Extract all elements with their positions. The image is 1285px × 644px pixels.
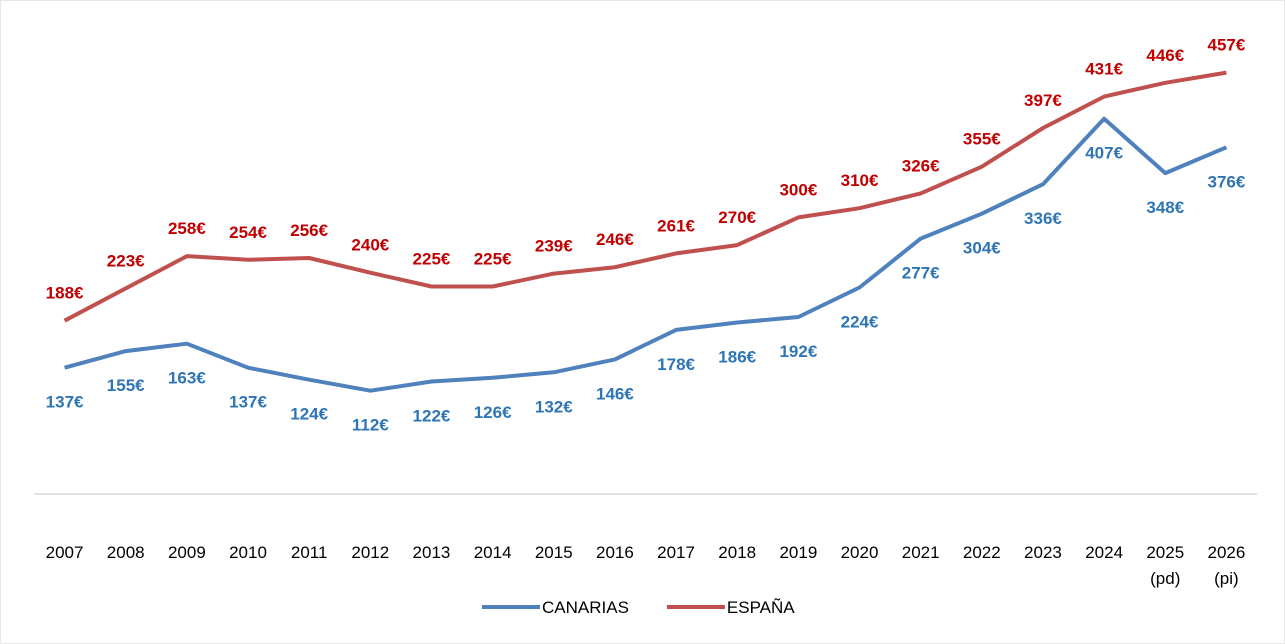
x-tick-label: 2025 (pd) [1146,543,1185,588]
data-label: 224€ [841,312,879,331]
x-tick-label: 2015 [534,543,573,562]
series-line [63,70,1227,323]
data-label: 304€ [963,239,1001,258]
data-label: 223€ [107,251,145,270]
data-label: 376€ [1208,172,1246,191]
data-label: 254€ [229,223,267,242]
data-label: 258€ [168,219,206,238]
data-label: 348€ [1146,198,1184,217]
data-label: 355€ [963,130,1001,149]
x-tick-label: 2021 [901,543,940,562]
data-label: 446€ [1146,46,1184,65]
data-label: 137€ [229,393,267,412]
x-tick-label: 2012 [351,543,390,562]
data-label: 122€ [413,407,451,426]
x-tick-label: 2011 [290,543,328,562]
data-label: 326€ [902,156,940,175]
x-tick-label: 2009 [167,543,206,562]
data-label: 256€ [290,221,328,240]
data-label: 112€ [352,416,389,435]
x-tick-label: 2007 [45,543,84,562]
data-label: 246€ [596,230,634,249]
x-tick-label: 2008 [106,543,145,562]
data-label: 225€ [413,250,451,269]
data-label: 188€ [46,284,84,303]
legend-label: ESPAÑA [727,598,795,617]
data-label: 397€ [1024,91,1062,110]
data-label: 178€ [657,355,695,374]
x-tick-label: 2013 [412,543,451,562]
x-tick-label: 2017 [657,543,695,562]
x-tick-label: 2014 [473,543,512,562]
data-label: 336€ [1024,209,1062,228]
x-tick-label: 2010 [229,543,267,562]
data-label: 137€ [46,393,84,412]
x-tick-label: 2016 [596,543,634,562]
data-label: 310€ [841,171,879,190]
data-label: 270€ [718,208,756,227]
data-label: 192€ [779,342,817,361]
data-label: 407€ [1085,144,1123,163]
series-line [64,116,1228,393]
x-tick-label: 2019 [779,543,818,562]
data-label: 225€ [474,250,512,269]
x-tick-label: 2022 [962,543,1001,562]
data-label: 239€ [535,237,573,256]
data-label: 186€ [718,348,756,367]
x-tick-label: 2018 [718,543,757,562]
data-label: 124€ [290,405,328,424]
data-label: 457€ [1208,36,1246,55]
legend-label: CANARIAS [542,598,629,617]
data-label: 163€ [168,369,206,388]
x-tick-label: 2026 (pi) [1207,543,1246,588]
data-label: 431€ [1085,60,1123,79]
x-tick-label: 2024 [1085,543,1124,562]
x-tick-label: 2023 [1024,543,1062,562]
data-label: 240€ [351,236,389,255]
data-label: 126€ [474,403,512,422]
data-label: 132€ [535,397,573,416]
x-tick-label: 2020 [840,543,879,562]
data-label: 261€ [657,216,695,235]
data-label: 155€ [107,376,145,395]
data-label: 146€ [596,384,634,403]
data-label: 300€ [779,180,817,199]
data-label: 277€ [902,264,940,283]
